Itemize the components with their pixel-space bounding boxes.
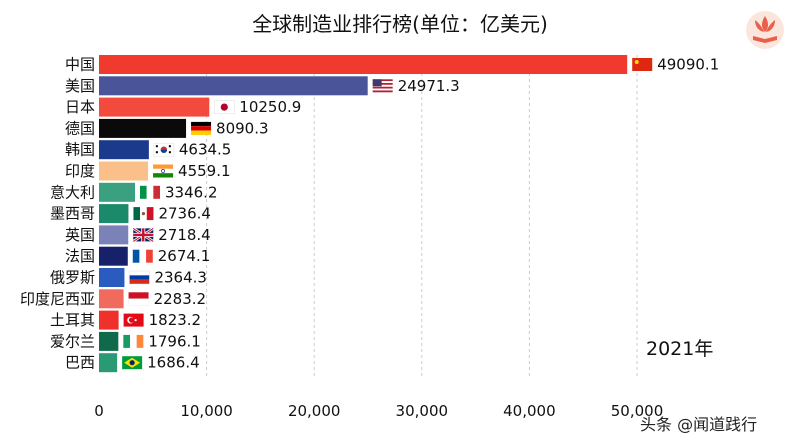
mexico-flag-icon bbox=[133, 207, 154, 221]
turkey-flag-icon bbox=[123, 313, 144, 327]
lotus-book-logo-icon bbox=[746, 11, 784, 49]
bar bbox=[99, 204, 129, 224]
x-tick-label: 10,000 bbox=[180, 402, 233, 420]
bar bbox=[99, 182, 136, 202]
ireland-flag-icon bbox=[123, 334, 144, 348]
value-label: 8090.3 bbox=[216, 119, 269, 137]
x-tick-label: 40,000 bbox=[503, 402, 556, 420]
bar bbox=[99, 118, 187, 138]
russia-flag-icon bbox=[129, 270, 150, 285]
bar bbox=[99, 353, 118, 373]
bar bbox=[99, 310, 119, 330]
x-tick-label: 0 bbox=[94, 402, 104, 420]
value-label: 49090.1 bbox=[657, 56, 719, 74]
x-axis-ticks: 0 10,000 20,000 30,000 40,000 50,000 bbox=[94, 402, 663, 420]
value-label: 2364.3 bbox=[154, 269, 207, 287]
category-label: 印度尼西亚 bbox=[20, 290, 95, 308]
x-tick-label: 30,000 bbox=[396, 402, 449, 420]
value-label: 1686.4 bbox=[147, 354, 200, 372]
category-label: 德国 bbox=[65, 119, 95, 137]
bar bbox=[99, 55, 628, 74]
value-label: 1796.1 bbox=[148, 332, 201, 350]
bar bbox=[99, 331, 119, 351]
x-tick-label: 20,000 bbox=[288, 402, 341, 420]
value-label: 2718.4 bbox=[158, 226, 211, 244]
year-label: 2021年 bbox=[646, 338, 714, 360]
chart-title: 全球制造业排行榜(单位：亿美元) bbox=[252, 12, 548, 36]
germany-flag-icon bbox=[191, 121, 212, 135]
brazil-flag-icon bbox=[122, 356, 143, 370]
bar bbox=[99, 76, 368, 96]
value-label: 4559.1 bbox=[178, 162, 231, 180]
bar bbox=[99, 268, 125, 287]
flags bbox=[122, 58, 653, 370]
value-label: 2736.4 bbox=[158, 205, 211, 223]
category-label: 俄罗斯 bbox=[50, 269, 95, 287]
value-label: 10250.9 bbox=[239, 98, 301, 116]
bar bbox=[99, 289, 124, 309]
china-flag-icon bbox=[632, 58, 653, 71]
category-label: 墨西哥 bbox=[50, 205, 95, 223]
value-labels: 49090.1 24971.3 10250.9 8090.3 4634.5 4559.1 3… bbox=[147, 56, 719, 372]
category-label: 中国 bbox=[65, 56, 95, 74]
bars bbox=[99, 55, 628, 373]
category-label: 法国 bbox=[65, 247, 95, 265]
category-label: 意大利 bbox=[50, 183, 95, 201]
value-label: 1823.2 bbox=[149, 311, 202, 329]
italy-flag-icon bbox=[140, 185, 161, 199]
category-label: 土耳其 bbox=[50, 311, 95, 329]
value-label: 2283.2 bbox=[154, 290, 207, 308]
korea-flag-icon bbox=[153, 142, 175, 157]
category-label: 英国 bbox=[65, 226, 95, 244]
category-label: 日本 bbox=[65, 98, 95, 116]
value-label: 24971.3 bbox=[398, 77, 460, 95]
category-label: 爱尔兰 bbox=[50, 332, 95, 350]
bar bbox=[99, 97, 210, 117]
category-label: 美国 bbox=[65, 77, 95, 95]
category-label: 韩国 bbox=[65, 141, 95, 159]
france-flag-icon bbox=[132, 249, 153, 263]
category-label: 印度 bbox=[65, 162, 95, 180]
bar bbox=[99, 246, 128, 266]
usa-flag-icon bbox=[372, 79, 393, 93]
india-flag-icon bbox=[153, 164, 174, 178]
value-label: 4634.5 bbox=[179, 141, 232, 159]
bar bbox=[99, 225, 129, 245]
bar bbox=[99, 161, 149, 181]
indonesia-flag-icon bbox=[128, 292, 149, 306]
category-label: 巴西 bbox=[65, 354, 95, 372]
value-label: 2674.1 bbox=[158, 247, 211, 265]
uk-flag-icon bbox=[132, 227, 154, 243]
value-label: 3346.2 bbox=[165, 183, 218, 201]
watermark-text: 头条 @闻道践行 bbox=[640, 415, 758, 434]
bar bbox=[99, 140, 149, 160]
x-tick-label: 50,000 bbox=[611, 402, 664, 420]
japan-flag-icon bbox=[214, 100, 235, 114]
